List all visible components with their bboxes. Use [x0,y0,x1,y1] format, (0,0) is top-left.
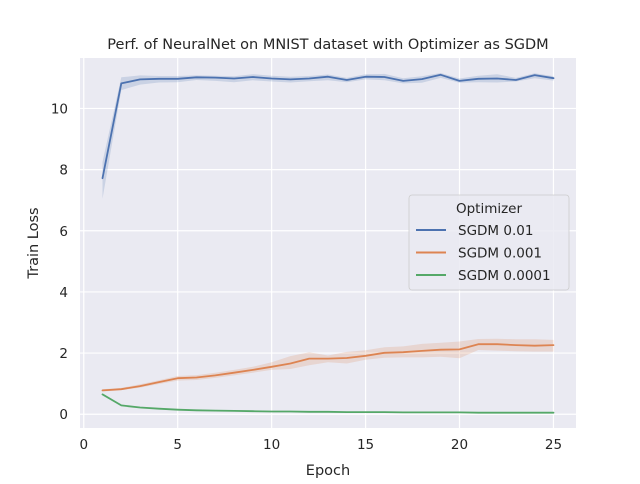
legend: Optimizer SGDM 0.01 SGDM 0.001 SGDM 0.0001 [408,194,570,291]
x-tick-labels: 0 5 10 15 20 25 [79,437,562,453]
x-tick-label: 5 [173,437,182,453]
legend-label-sgdm-0-01: SGDM 0.01 [458,223,533,239]
x-tick-label: 0 [79,437,88,453]
legend-title: Optimizer [456,201,523,217]
y-axis-label: Train Loss [26,207,42,279]
y-tick-label: 6 [59,224,68,240]
confidence-bands [102,73,554,413]
x-tick-label: 20 [451,437,468,453]
y-tick-label: 0 [59,407,68,423]
gridlines [80,58,576,428]
line-sgdm-0-01 [101,73,555,180]
line-sgdm-0-0001 [101,393,555,414]
y-tick-label: 4 [59,285,68,301]
legend-label-sgdm-0-001: SGDM 0.001 [458,246,542,262]
x-tick-label: 15 [357,437,374,453]
y-tick-label: 8 [59,163,68,179]
band-sgdm-0-001 [102,338,554,392]
legend-label-sgdm-0-0001: SGDM 0.0001 [458,268,551,284]
legend-entries: SGDM 0.01 SGDM 0.001 SGDM 0.0001 [416,223,551,284]
chart-title: Perf. of NeuralNet on MNIST dataset with… [107,37,548,53]
line-sgdm-0-001 [101,343,555,392]
legend-box [408,194,570,291]
x-tick-label: 25 [545,437,562,453]
series-lines [101,73,555,414]
y-tick-label: 2 [59,346,68,362]
y-tick-labels: 0 2 4 6 8 10 [51,101,68,423]
x-tick-label: 10 [263,437,280,453]
x-axis-label: Epoch [306,463,350,479]
y-tick-label: 10 [51,101,68,117]
